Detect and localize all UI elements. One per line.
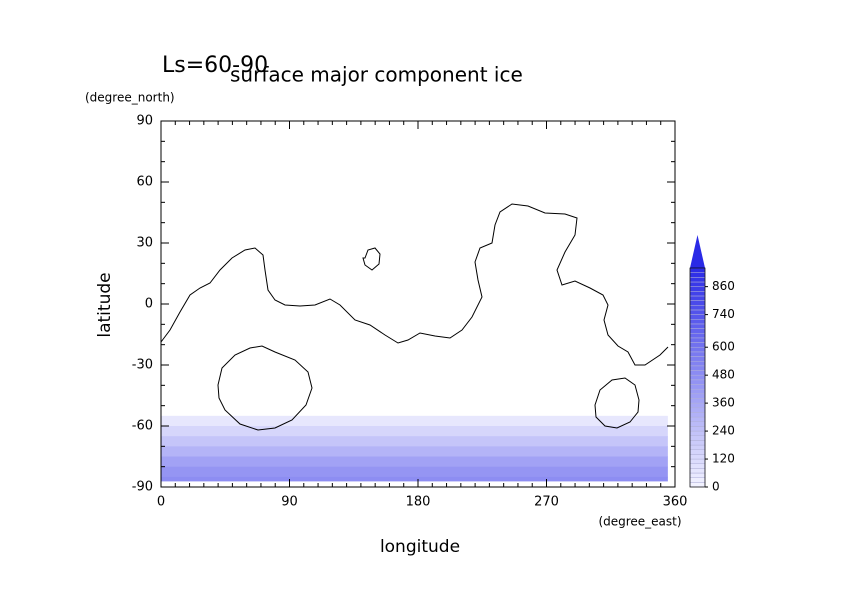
colorbar-level bbox=[689, 332, 706, 339]
y-tick-label: -60 bbox=[132, 419, 153, 434]
colorbar-level bbox=[689, 351, 706, 357]
colorbar-level bbox=[689, 472, 706, 478]
chart-title: surface major component ice bbox=[230, 63, 523, 87]
colorbar-level bbox=[689, 346, 706, 353]
y-tick-label: 30 bbox=[136, 236, 153, 251]
colorbar-tick-label: 120 bbox=[712, 452, 735, 466]
x-axis-label: longitude bbox=[380, 537, 460, 557]
colorbar-level bbox=[689, 300, 706, 306]
colorbar-tick-label: 0 bbox=[712, 480, 720, 494]
colorbar-level bbox=[689, 379, 706, 385]
colorbar-level bbox=[689, 388, 706, 395]
colorbar-tick-label: 740 bbox=[712, 307, 735, 321]
ice-band bbox=[161, 436, 668, 447]
colorbar-level bbox=[689, 277, 706, 283]
contour-line bbox=[217, 345, 313, 431]
colorbar-level bbox=[689, 319, 706, 325]
x-unit: (degree_east) bbox=[598, 515, 681, 529]
colorbar-level bbox=[689, 314, 706, 320]
colorbar-level bbox=[689, 267, 706, 273]
colorbar-arrow bbox=[690, 235, 705, 268]
colorbar-level bbox=[689, 342, 706, 348]
x-tick-label: 180 bbox=[406, 495, 431, 510]
colorbar-level bbox=[689, 370, 706, 376]
colorbar-tick-label: 240 bbox=[712, 424, 735, 438]
colorbar-level bbox=[689, 463, 706, 469]
colorbar-tick-label: 860 bbox=[712, 279, 735, 293]
colorbar-level bbox=[689, 356, 706, 362]
colorbar-level bbox=[689, 384, 706, 390]
colorbar-level bbox=[689, 374, 706, 381]
colorbar-level bbox=[689, 286, 706, 292]
colorbar-level bbox=[689, 407, 706, 413]
colorbar-level bbox=[689, 393, 706, 399]
colorbar-level bbox=[689, 360, 706, 367]
colorbar-level bbox=[689, 482, 706, 488]
y-tick-label: 60 bbox=[136, 175, 153, 190]
ice-band bbox=[161, 426, 668, 437]
y-axis-label: latitude bbox=[95, 272, 115, 337]
contour-line bbox=[362, 247, 381, 271]
colorbar-level bbox=[689, 291, 706, 297]
colorbar-level bbox=[689, 426, 706, 432]
ice-band bbox=[161, 446, 668, 457]
colorbar-level bbox=[689, 454, 706, 460]
colorbar-level bbox=[689, 323, 706, 329]
colorbar-level bbox=[689, 305, 706, 311]
colorbar-level bbox=[689, 416, 706, 423]
y-tick-label: -30 bbox=[132, 358, 153, 373]
colorbar-level bbox=[689, 365, 706, 371]
ice-band bbox=[161, 466, 668, 478]
colorbar-tick-label: 360 bbox=[712, 396, 735, 410]
x-tick-label: 0 bbox=[157, 495, 165, 510]
y-unit: (degree_north) bbox=[85, 91, 175, 105]
colorbar-level bbox=[689, 272, 706, 278]
colorbar-level bbox=[689, 458, 706, 464]
ice-band bbox=[161, 456, 668, 468]
colorbar-level bbox=[689, 468, 706, 474]
colorbar-level bbox=[689, 412, 706, 418]
contour-line bbox=[160, 203, 669, 366]
colorbar-level bbox=[689, 477, 706, 483]
y-tick-label: 90 bbox=[136, 114, 153, 129]
ice-band bbox=[161, 476, 668, 482]
colorbar-level bbox=[689, 435, 706, 441]
colorbar-level bbox=[689, 398, 706, 404]
colorbar-level bbox=[689, 328, 706, 334]
colorbar: 0 120 240 360 480 600 740 860 bbox=[689, 235, 735, 494]
colorbar-level bbox=[689, 444, 706, 450]
field bbox=[161, 415, 668, 482]
colorbar-level bbox=[689, 430, 706, 436]
contour-line bbox=[594, 377, 640, 429]
x-tick-label: 360 bbox=[663, 495, 688, 510]
colorbar-level bbox=[689, 281, 706, 287]
colorbar-tick-label: 600 bbox=[712, 340, 735, 354]
colorbar-level bbox=[689, 421, 706, 427]
contours bbox=[160, 203, 669, 431]
y-tick-label: -90 bbox=[132, 480, 153, 495]
colorbar-level bbox=[689, 402, 706, 409]
ice-band bbox=[161, 415, 668, 427]
colorbar-level bbox=[689, 449, 706, 455]
colorbar-level bbox=[689, 295, 706, 301]
x-tick-label: 270 bbox=[534, 495, 559, 510]
colorbar-level bbox=[689, 440, 706, 446]
colorbar-frame bbox=[689, 267, 706, 488]
colorbar-tick-label: 480 bbox=[712, 368, 735, 382]
y-tick-label: 0 bbox=[145, 297, 153, 312]
colorbar-level bbox=[689, 337, 706, 343]
x-tick-label: 90 bbox=[281, 495, 298, 510]
chart-subtitle: Ls=60-90 bbox=[162, 53, 268, 78]
colorbar-level bbox=[689, 309, 706, 315]
